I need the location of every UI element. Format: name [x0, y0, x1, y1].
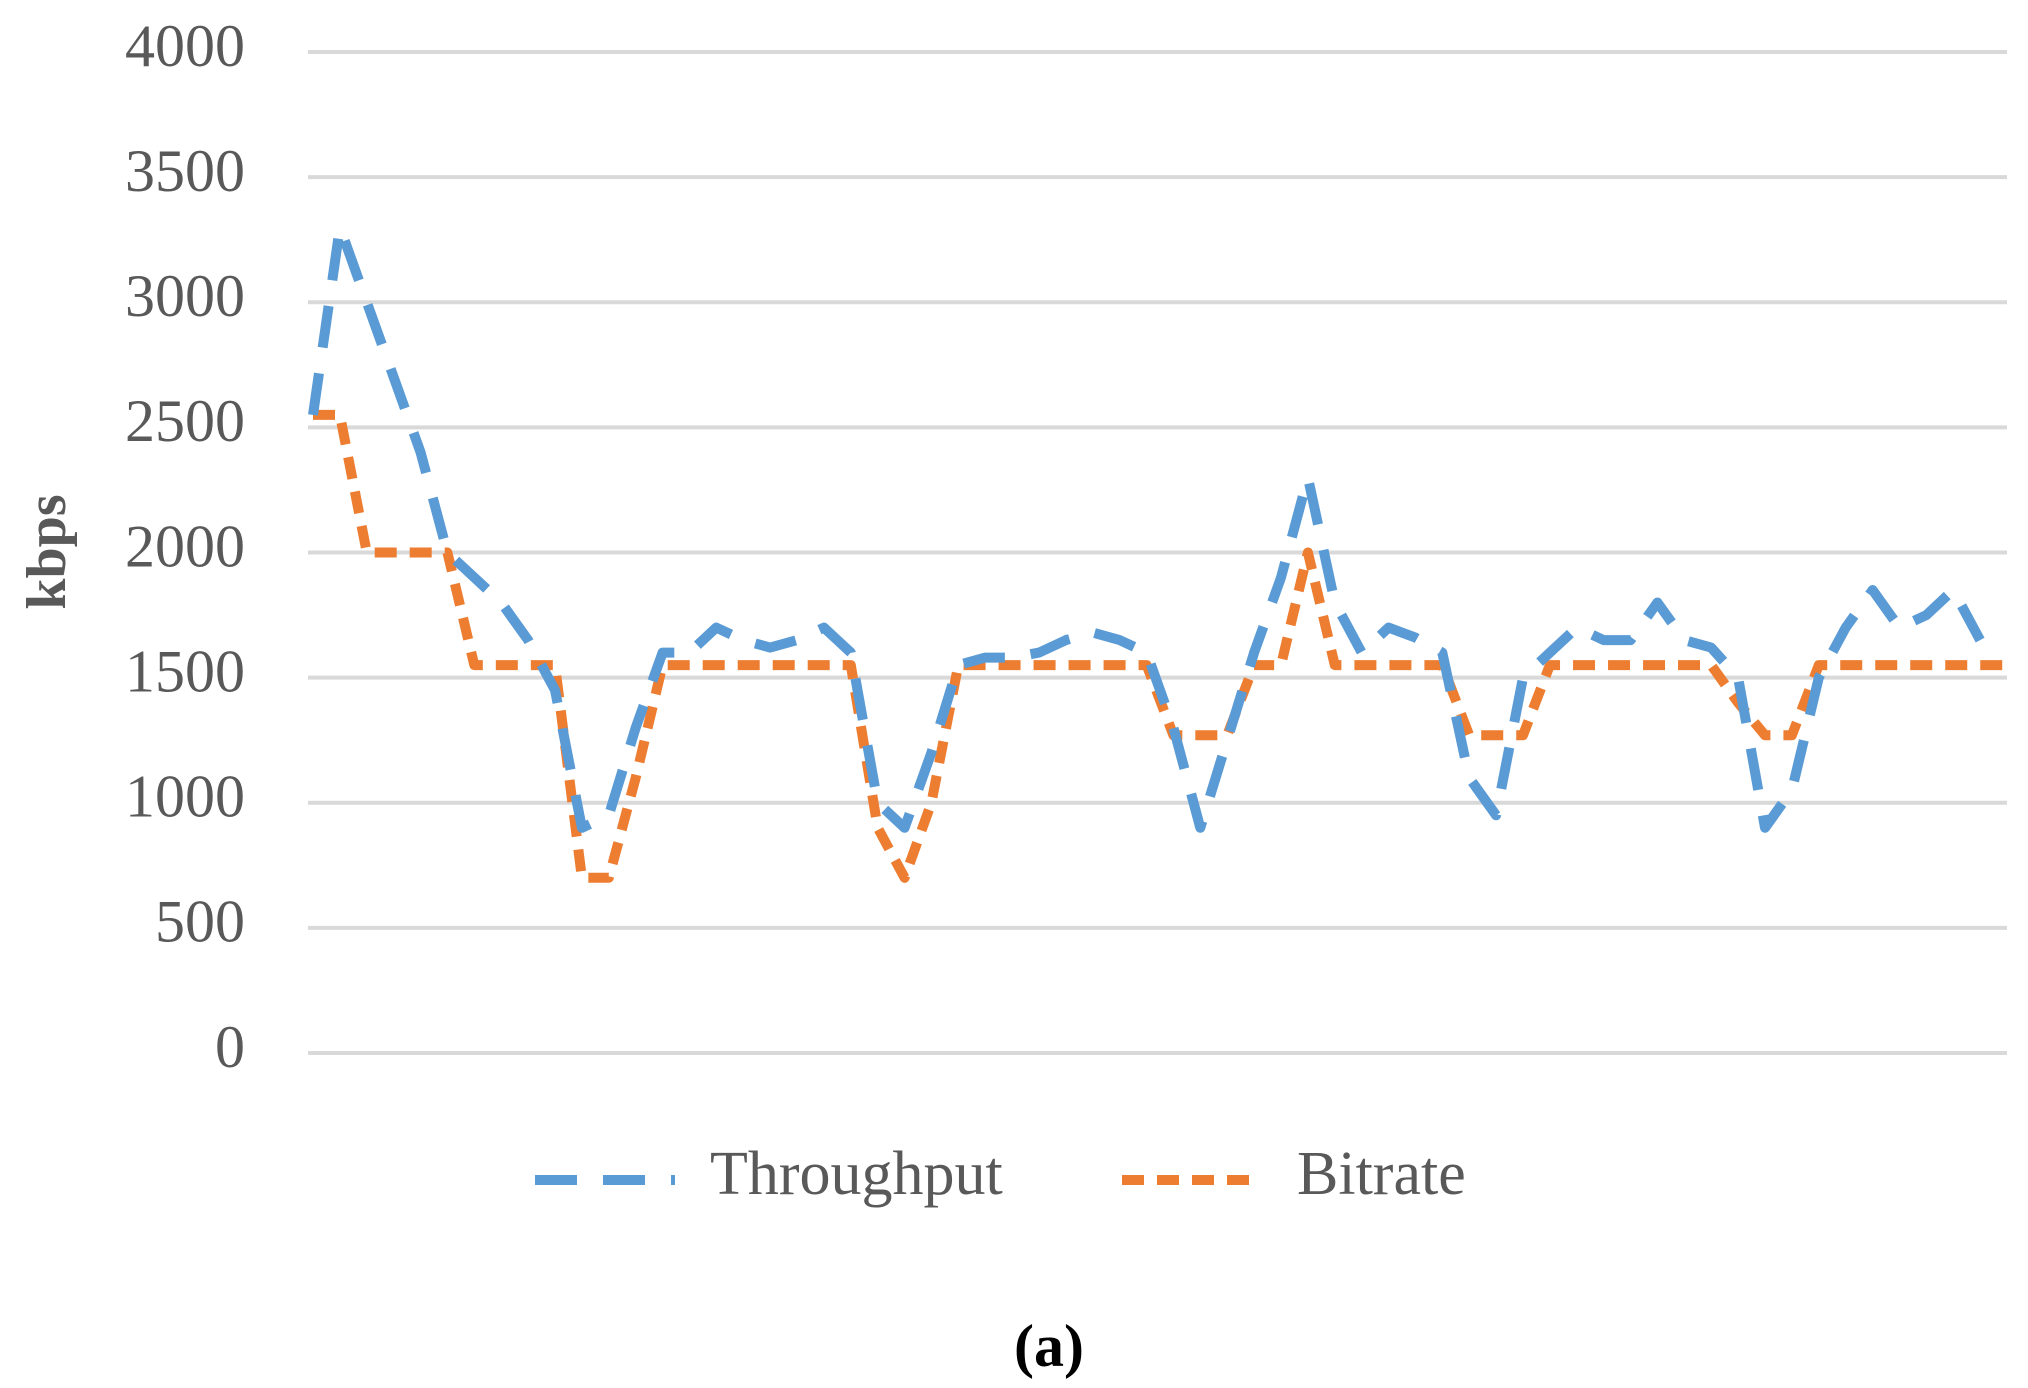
- y-axis-label: kbps: [16, 494, 78, 609]
- y-tick-label: 3500: [125, 138, 245, 204]
- y-tick-label: 4000: [125, 13, 245, 79]
- caption: (a): [1014, 1313, 1084, 1379]
- y-tick-label: 2500: [125, 388, 245, 454]
- legend-label: Bitrate: [1297, 1140, 1466, 1208]
- y-tick-label: 1000: [125, 764, 245, 830]
- y-tick-label: 500: [155, 889, 245, 955]
- y-tick-label: 1500: [125, 638, 245, 704]
- legend-label: Throughput: [710, 1140, 1003, 1208]
- y-tick-label: 3000: [125, 263, 245, 329]
- y-tick-label: 2000: [125, 513, 245, 579]
- line-series: [308, 222, 1985, 833]
- line-series: [313, 409, 2007, 883]
- y-tick-label: 0: [215, 1014, 245, 1080]
